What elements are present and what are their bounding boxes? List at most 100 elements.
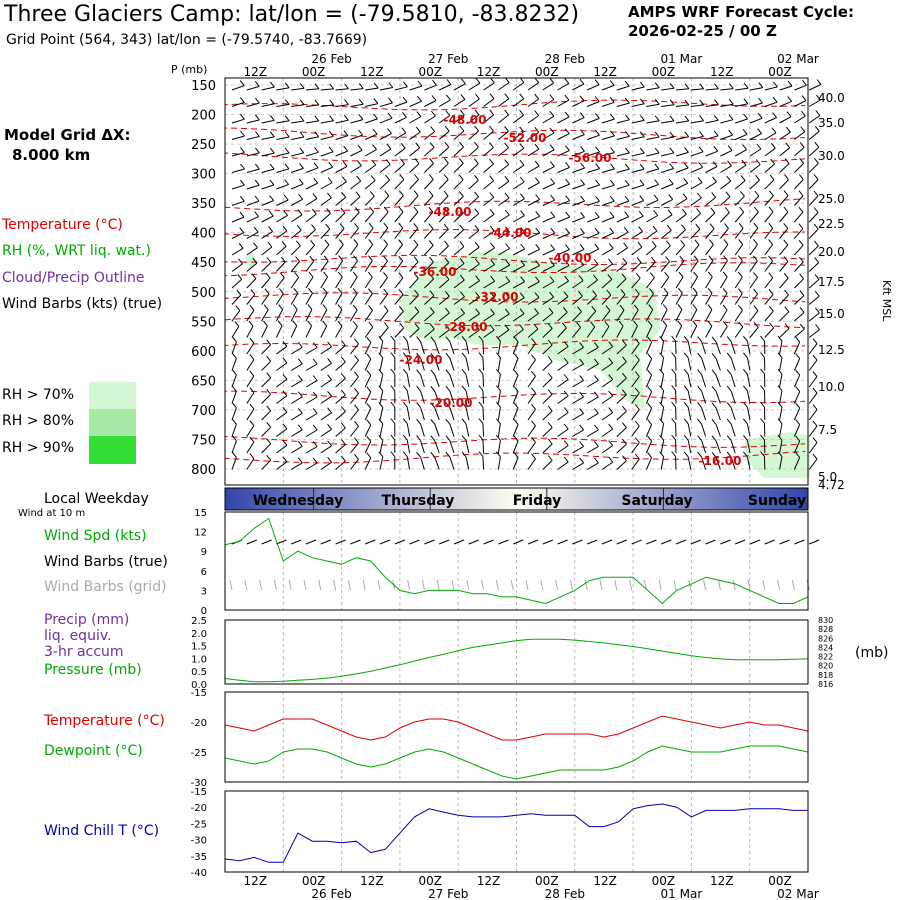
wind-barb-flag bbox=[707, 271, 713, 278]
wind-barb bbox=[350, 212, 360, 223]
wind-barb-flag bbox=[329, 99, 335, 106]
wind-barb-flag bbox=[343, 114, 349, 121]
temperature-contour bbox=[224, 262, 806, 277]
wind-barb bbox=[512, 181, 525, 190]
wind-barb-flag bbox=[519, 292, 525, 299]
wind-barb-flag bbox=[768, 272, 774, 279]
wind-barb bbox=[572, 134, 585, 140]
pressure-right-tick: 830 bbox=[818, 616, 833, 625]
wind-barb-flag bbox=[327, 341, 332, 348]
pressure-tick-label: 700 bbox=[191, 404, 216, 419]
wind-barb bbox=[587, 200, 600, 206]
wind-barb bbox=[660, 456, 665, 470]
wind-barb-flag bbox=[777, 451, 783, 458]
wind-barb-flag bbox=[605, 305, 611, 311]
wind-barb-flag bbox=[312, 457, 318, 464]
wind-barb bbox=[261, 136, 275, 140]
wind-barb bbox=[453, 229, 464, 239]
wind-barb bbox=[660, 390, 665, 404]
wind-barb bbox=[512, 313, 525, 322]
wind-barb bbox=[349, 326, 358, 338]
wind-barb bbox=[468, 313, 480, 322]
wind-barb bbox=[572, 363, 584, 371]
rh70-region bbox=[745, 432, 810, 478]
wind-barb-flag bbox=[667, 209, 673, 216]
wind-barb-flag bbox=[297, 457, 303, 464]
wind-barb-flag bbox=[337, 271, 343, 278]
wind-barb-flag bbox=[368, 304, 373, 311]
wind-barb bbox=[364, 342, 372, 355]
wind-barb-flag bbox=[327, 390, 332, 397]
wind-barb bbox=[246, 325, 254, 338]
wind-barb bbox=[646, 168, 660, 173]
wind-barb bbox=[690, 166, 703, 173]
wind-barb-flag bbox=[378, 335, 384, 342]
wind-barb bbox=[434, 424, 440, 437]
wind-barb-flag bbox=[726, 369, 732, 375]
wind-barb-flag bbox=[594, 243, 600, 250]
wind-barb bbox=[705, 228, 715, 239]
wind-barb bbox=[453, 196, 464, 206]
wind-barb bbox=[808, 392, 818, 404]
wind-barb bbox=[746, 390, 751, 404]
wind-barb bbox=[465, 357, 470, 371]
grid-wind-barb bbox=[451, 579, 455, 591]
wind-barb-flag bbox=[309, 255, 315, 262]
pressure-tick-label: 150 bbox=[191, 79, 216, 94]
grid-wind-barb bbox=[614, 579, 618, 591]
wind-barb bbox=[350, 134, 363, 140]
kft-msl-label: Kft MSL bbox=[880, 280, 893, 322]
wind-barb-flag bbox=[639, 131, 645, 138]
wind-barb-flag bbox=[671, 352, 676, 358]
wind-barb-flag bbox=[459, 109, 465, 116]
wind-barb bbox=[246, 309, 255, 322]
wind-barb bbox=[572, 100, 585, 107]
wind-barb bbox=[335, 196, 347, 206]
wind-barb bbox=[483, 98, 495, 107]
surface-wind-barb bbox=[631, 539, 642, 545]
wind-barb-flag bbox=[722, 304, 728, 311]
wind-barb bbox=[231, 374, 237, 388]
wind-barb bbox=[335, 325, 343, 338]
wind-barb-flag bbox=[622, 339, 627, 346]
wind-barb-flag bbox=[478, 418, 484, 424]
wind-barb bbox=[231, 118, 245, 124]
wind-barb bbox=[557, 311, 568, 322]
wind-barb-flag bbox=[504, 308, 510, 315]
wind-barb bbox=[406, 423, 411, 437]
wind-barb bbox=[379, 244, 389, 256]
wind-barb-flag bbox=[444, 125, 450, 132]
wind-barb bbox=[379, 293, 389, 305]
temperature-contour-label: -32.00 bbox=[476, 290, 519, 304]
wind-barb bbox=[749, 148, 762, 157]
wind-barb-flag bbox=[738, 239, 744, 245]
wind-barb bbox=[746, 407, 751, 421]
wind-barb-flag bbox=[338, 239, 344, 245]
wind-barb bbox=[720, 228, 729, 239]
wind-barb bbox=[483, 247, 495, 256]
wind-barb-flag bbox=[795, 402, 801, 409]
wind-barb bbox=[364, 408, 372, 421]
wind-barb-flag bbox=[473, 158, 479, 165]
wind-barb-flag bbox=[634, 387, 640, 394]
wind-barb-flag bbox=[519, 176, 525, 183]
wind-barb bbox=[601, 101, 615, 107]
wind-barb-flag bbox=[650, 272, 655, 279]
wind-barb bbox=[719, 309, 728, 322]
wind-barb-flag bbox=[354, 371, 359, 378]
wind-barb bbox=[675, 244, 686, 256]
wind-barb bbox=[276, 199, 289, 206]
wind-barb-flag bbox=[564, 260, 570, 266]
wind-barb-flag bbox=[429, 290, 435, 297]
wind-barb-flag bbox=[677, 304, 683, 310]
wind-barb-flag bbox=[728, 114, 734, 121]
wind-barb bbox=[261, 119, 275, 124]
wind-barb-flag bbox=[771, 127, 777, 134]
wind-barb bbox=[483, 230, 495, 239]
wind-barb-flag bbox=[760, 335, 765, 342]
wind-barb-flag bbox=[314, 99, 320, 106]
wind-barb-flag bbox=[417, 95, 422, 102]
wind-barb-flag bbox=[329, 83, 335, 90]
wind-barb-flag bbox=[372, 128, 378, 135]
wind-barb-flag bbox=[565, 145, 570, 151]
